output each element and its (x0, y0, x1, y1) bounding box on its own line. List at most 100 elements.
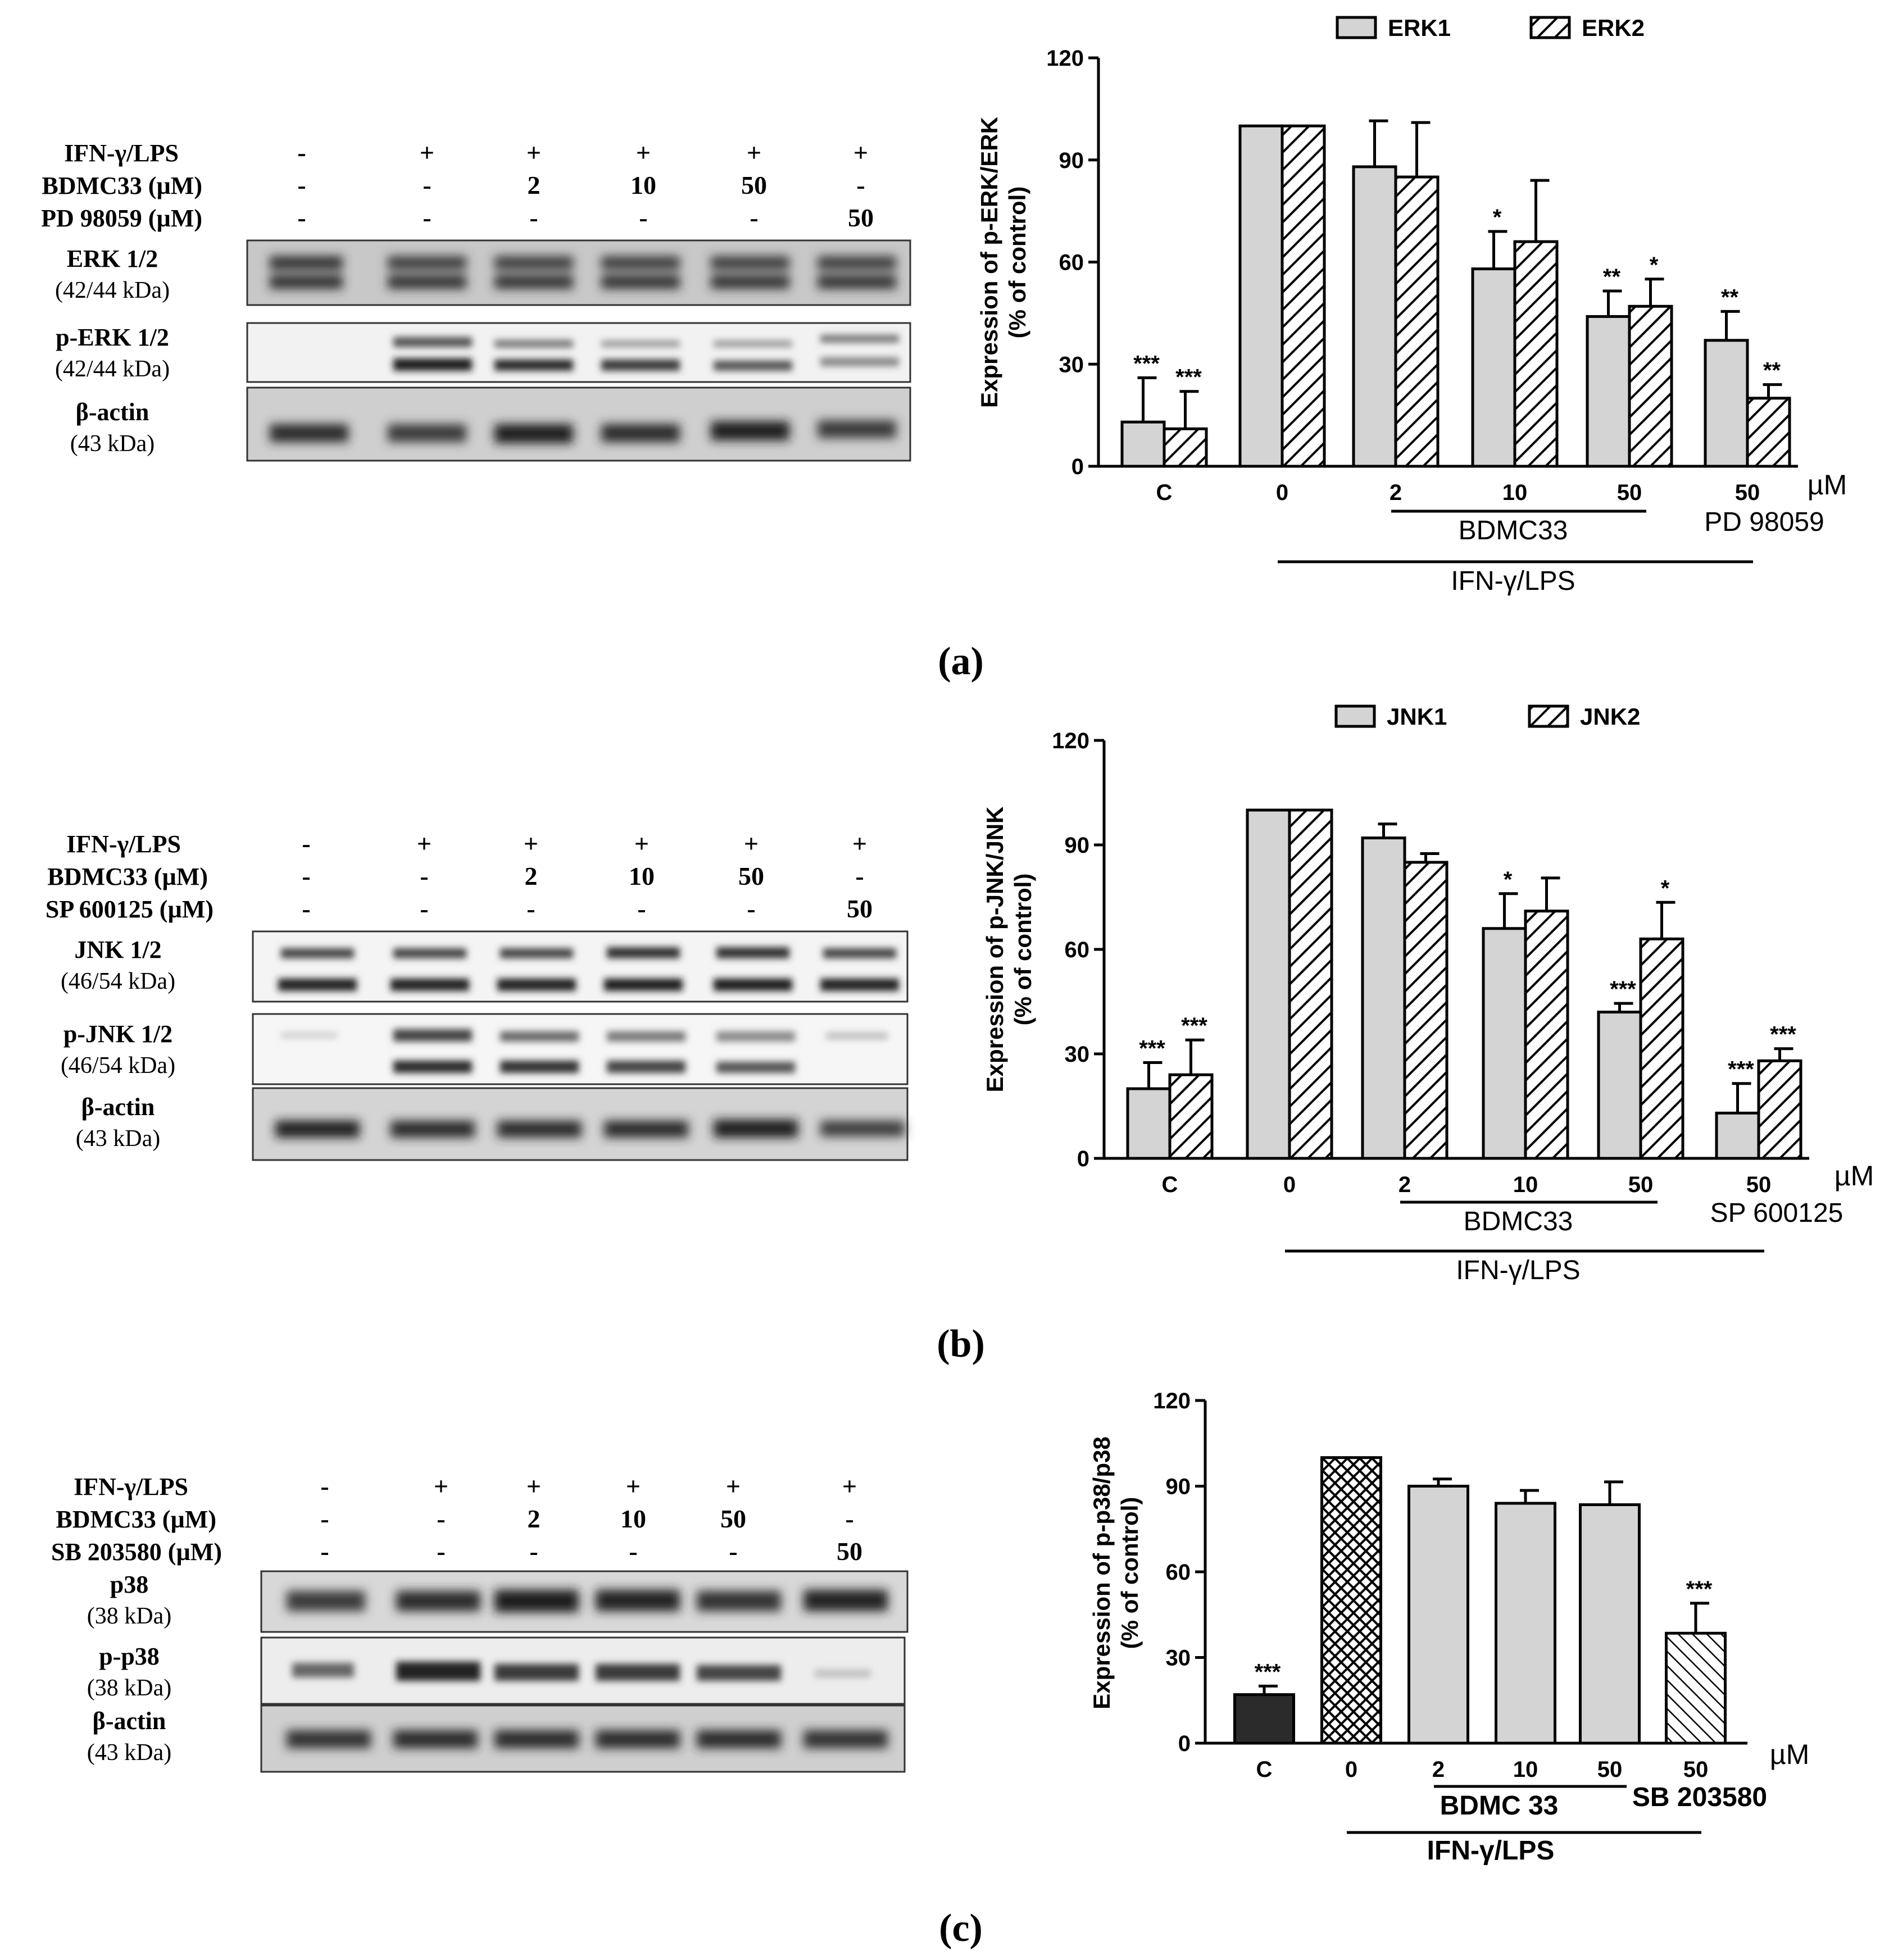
y-tick-label: 30 (1065, 1042, 1090, 1067)
bar (1394, 175, 1440, 468)
blot-cell: + (524, 829, 538, 858)
blot-c-strip-labels: p38 (38 kDa) p-p38 (38 kDa) β-actin (43 … (87, 1571, 171, 1766)
x-tick-label: 2 (1432, 1757, 1445, 1782)
blot-strip (260, 1636, 906, 1705)
blot-cell: 50 (738, 862, 764, 890)
x-unit-label: µM (1770, 1739, 1809, 1770)
bar (1246, 808, 1291, 1160)
x-tick-label: C (1256, 1757, 1273, 1782)
bar (1704, 339, 1749, 468)
y-tick-label: 90 (1065, 833, 1090, 858)
blot-cell: - (855, 862, 864, 890)
bar (1352, 165, 1397, 468)
blot-strip (252, 1013, 909, 1085)
blot-cell: 2 (528, 1504, 541, 1533)
group-label: BDMC33 (1464, 1207, 1573, 1236)
significance-mark: *** (1139, 1036, 1165, 1061)
y-tick-label: 60 (1166, 1560, 1191, 1585)
blot-cell: - (320, 1472, 329, 1500)
strip-kda: (42/44 kDa) (55, 356, 170, 382)
blot-cell: - (302, 894, 310, 923)
panel-label-c: (c) (939, 1907, 983, 1950)
blot-cell: - (420, 894, 428, 923)
strip-label: β-actin (93, 1707, 166, 1735)
blot-cell: + (747, 138, 761, 167)
y-tick-label: 0 (1178, 1731, 1191, 1756)
blot-strip (246, 322, 911, 383)
bands (281, 1029, 888, 1073)
bar (1361, 836, 1406, 1160)
blot-strip (246, 386, 911, 462)
blot-cell: - (437, 1537, 445, 1566)
blot-strip (246, 239, 911, 306)
x-tick-label: 0 (1345, 1757, 1357, 1782)
strip-kda: (43 kDa) (76, 1126, 160, 1152)
blot-cell: - (845, 1504, 853, 1533)
blot-cell: - (423, 203, 431, 232)
bar (1639, 937, 1684, 1160)
blot-cell: - (747, 894, 755, 923)
blot-cell: - (729, 1537, 737, 1566)
significance-mark: ** (1603, 265, 1621, 289)
y-tick-label: 60 (1065, 938, 1090, 962)
blot-c-image (260, 1570, 909, 1773)
bar (1513, 240, 1559, 468)
blot-cell: + (626, 1472, 641, 1500)
x-tick-label: 0 (1283, 1172, 1296, 1197)
x-tick-label: C (1162, 1172, 1178, 1197)
blot-c-values: - + + + + + - - 2 10 50 - - - - - - 50 (320, 1472, 862, 1566)
x-tick-label: 0 (1276, 480, 1288, 505)
legend-label: JNK2 (1580, 703, 1640, 730)
significance-mark: * (1661, 876, 1670, 901)
bands (270, 420, 896, 443)
blot-row-label: BDMC33 (µM) (47, 863, 208, 890)
blot-cell: + (636, 138, 651, 167)
strip-label: p-p38 (99, 1643, 160, 1670)
blot-cell: + (852, 829, 867, 858)
blot-cell: - (750, 203, 758, 232)
blot-cell: - (639, 203, 647, 232)
bar (1126, 1087, 1172, 1160)
chart-c: 0 30 60 90 120 Expression of p-p38/p38(% of c… (1088, 1389, 1809, 1866)
blot-a-rows: IFN-γ/LPS BDMC33 (µM) PD 98059 (µM) (41, 139, 202, 232)
blot-cell: 10 (629, 862, 655, 890)
blot-cell: + (744, 829, 759, 858)
blot-a-values: - + + + + + - - 2 10 50 - - - - - - 50 (297, 138, 874, 232)
blot-cell: 2 (528, 171, 541, 199)
bar (1757, 1059, 1802, 1160)
bar (1403, 861, 1449, 1160)
bar (1715, 1111, 1760, 1160)
blot-row-label: BDMC33 (µM) (42, 172, 202, 199)
blot-c-rows: IFN-γ/LPS BDMC33 (µM) SB 203580 (µM) (51, 1473, 222, 1566)
group-label: PD 98059 (1704, 507, 1824, 537)
panel-a-blot: IFN-γ/LPS BDMC33 (µM) PD 98059 (µM) - + … (41, 138, 911, 462)
y-tick-label: 0 (1071, 454, 1084, 479)
x-tick-label: C (1156, 480, 1173, 505)
blot-strip (260, 1570, 909, 1633)
strip-label: p-ERK 1/2 (56, 324, 169, 351)
significance-mark: *** (1175, 365, 1202, 390)
blot-cell: - (529, 203, 538, 232)
blot-cell: + (417, 829, 432, 858)
strip-label: p38 (110, 1571, 148, 1598)
group-label: IFN-γ/LPS (1456, 1256, 1580, 1285)
legend-swatch (1336, 16, 1377, 39)
blot-cell: - (423, 171, 431, 199)
bar (1482, 927, 1527, 1160)
blot-cell: 50 (848, 203, 874, 232)
blot-a-strip-labels: ERK 1/2 (42/44 kDa) p-ERK 1/2 (42/44 kDa… (55, 245, 170, 457)
blot-strip (252, 930, 909, 1003)
blot-cell: 50 (847, 894, 873, 923)
legend-swatch (1529, 16, 1571, 39)
bar (1288, 808, 1333, 1160)
blot-row-label: SP 600125 (µM) (46, 895, 214, 923)
strip-kda: (38 kDa) (87, 1603, 171, 1629)
significance-mark: * (1504, 867, 1513, 892)
x-tick-label: 50 (1628, 1172, 1654, 1197)
significance-mark: * (1493, 205, 1502, 230)
significance-mark: *** (1770, 1022, 1796, 1047)
bands (287, 1590, 888, 1612)
blot-cell: - (297, 203, 306, 232)
x-tick-label: 2 (1390, 480, 1402, 505)
x-unit-label: µM (1808, 469, 1847, 501)
